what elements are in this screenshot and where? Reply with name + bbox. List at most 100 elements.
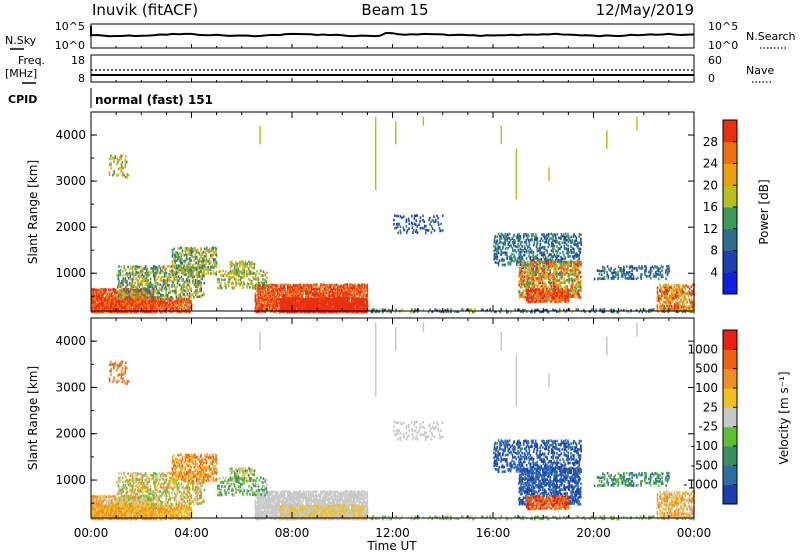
power-cell — [253, 277, 255, 281]
power-cell — [563, 308, 565, 312]
power-cell — [156, 267, 159, 270]
power-cell — [162, 308, 165, 312]
power-cell — [117, 300, 120, 303]
power-cell — [140, 302, 142, 305]
power-cell — [173, 275, 176, 279]
power-cell — [283, 306, 286, 310]
power-cell — [165, 267, 168, 271]
power-cell — [117, 277, 120, 281]
power-cell — [352, 289, 355, 293]
power-cell — [187, 253, 189, 256]
power-cell — [345, 283, 347, 286]
power-cell — [214, 246, 217, 250]
power-cell — [260, 269, 262, 273]
power-cell — [173, 285, 176, 289]
power-cell — [148, 310, 151, 314]
power-cell — [564, 290, 567, 294]
power-cell — [263, 294, 266, 298]
power-cell — [148, 283, 150, 287]
power-cell — [151, 283, 154, 287]
power-cell — [546, 310, 549, 314]
power-cell — [200, 247, 202, 250]
power-cell — [260, 296, 262, 300]
power-cell — [276, 297, 279, 301]
power-cell — [490, 310, 493, 314]
power-cell — [472, 310, 474, 314]
power-cell — [149, 297, 152, 301]
power-cell — [218, 277, 220, 281]
power-cell — [635, 309, 638, 312]
power-cell — [124, 306, 127, 310]
power-cell — [118, 298, 120, 302]
power-cell — [243, 264, 245, 268]
power-cell — [171, 253, 174, 257]
power-cell — [294, 284, 296, 287]
power-cell — [175, 293, 178, 296]
power-cell — [234, 266, 236, 270]
power-cell — [261, 308, 264, 312]
power-cell — [320, 306, 323, 310]
power-cell — [543, 267, 546, 270]
power-cell — [309, 303, 311, 307]
power-cell — [188, 287, 191, 290]
power-cell — [105, 297, 107, 301]
power-cell — [121, 307, 123, 311]
power-cell — [219, 282, 222, 285]
power-cell — [128, 296, 131, 299]
power-cell — [547, 273, 550, 276]
power-cell — [152, 287, 155, 291]
power-cell — [500, 258, 503, 262]
power-cell — [155, 303, 158, 307]
power-cell — [91, 301, 93, 304]
power-cell — [241, 275, 244, 279]
power-cell — [143, 311, 145, 314]
power-cell — [141, 273, 143, 277]
power-cell — [511, 247, 514, 250]
power-cell — [298, 288, 300, 291]
power-cell — [154, 308, 156, 312]
power-cell — [262, 296, 265, 299]
power-cell — [303, 308, 305, 311]
power-cell — [207, 260, 210, 263]
power-cell — [306, 308, 309, 312]
power-cell — [120, 285, 123, 288]
power-cell — [240, 260, 243, 263]
power-cell — [214, 258, 216, 261]
power-cell — [229, 269, 232, 273]
power-cell — [115, 299, 117, 303]
power-cell — [339, 288, 342, 291]
power-cell — [191, 253, 194, 257]
power-cell — [144, 272, 147, 275]
power-cell — [146, 291, 148, 295]
power-cell — [523, 275, 526, 278]
power-cell — [296, 289, 299, 293]
power-cell — [500, 308, 503, 311]
power-cell — [352, 306, 355, 309]
power-cell — [184, 270, 187, 274]
power-cell — [264, 293, 267, 297]
power-cell — [120, 282, 122, 285]
power-cell — [286, 292, 289, 295]
power-cell — [296, 306, 299, 310]
power-cell — [569, 295, 571, 298]
power-cell — [296, 294, 299, 297]
power-cell — [279, 301, 282, 305]
power-cell — [137, 307, 139, 311]
power-cell — [304, 289, 307, 293]
power-cell — [663, 290, 666, 294]
power-cell — [170, 299, 173, 303]
power-cell — [365, 304, 367, 307]
power-cell — [518, 244, 520, 248]
power-cell — [532, 232, 534, 236]
power-cell — [570, 261, 572, 264]
power-cell — [200, 287, 202, 290]
power-cell — [533, 283, 536, 286]
power-cell — [236, 282, 238, 285]
power-cell — [344, 294, 346, 297]
power-cell — [132, 277, 134, 281]
power-cell — [299, 303, 302, 307]
power-cell — [480, 308, 483, 311]
power-cell — [556, 298, 558, 301]
power-cell — [204, 251, 206, 254]
power-cell — [165, 310, 167, 313]
